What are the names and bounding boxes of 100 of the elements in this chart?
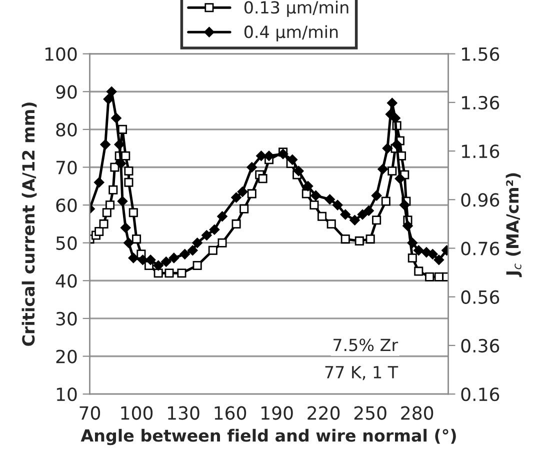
point [287, 154, 298, 165]
point [106, 200, 115, 210]
x-tick-label: 190 [262, 406, 293, 420]
y-tick-label: 30 [56, 312, 77, 326]
legend-label: 0.4 µm/min [244, 25, 338, 42]
y-tick-label: 50 [56, 236, 77, 250]
point [240, 204, 249, 214]
point [154, 268, 163, 278]
annotation: 77 K, 1 T [325, 366, 398, 380]
y-tick-label: 70 [56, 160, 77, 174]
point [425, 272, 434, 282]
point [408, 253, 417, 262]
point [246, 162, 257, 172]
point [108, 185, 118, 194]
point [124, 238, 134, 248]
y-tick-label: 20 [56, 350, 77, 364]
point [256, 150, 266, 162]
point [128, 208, 138, 218]
point [118, 124, 128, 134]
point [350, 215, 360, 226]
point [332, 200, 343, 210]
point [378, 164, 388, 174]
point [372, 216, 382, 225]
point [371, 190, 382, 201]
point [247, 189, 256, 198]
y-tick-label: 60 [56, 198, 77, 212]
point [153, 260, 164, 271]
point [177, 268, 186, 278]
point [278, 148, 288, 160]
point [357, 209, 368, 220]
point [218, 238, 227, 248]
x-axis-title: Angle between field and wire normal (°) [80, 428, 456, 446]
point [145, 254, 156, 265]
point [231, 192, 242, 203]
point [180, 249, 190, 260]
x-tick-label: 280 [401, 406, 434, 420]
y2-tick-label: 0.16 [461, 388, 500, 402]
point [102, 208, 112, 218]
point [326, 219, 336, 228]
y2-tick-label: 0.76 [461, 242, 500, 256]
point [310, 200, 319, 210]
y2-tick-label: 1.36 [462, 96, 500, 110]
point [99, 219, 108, 228]
x-tick-label: 100 [121, 406, 153, 420]
point [161, 256, 172, 267]
point [294, 166, 304, 176]
point [388, 166, 397, 176]
point [382, 143, 393, 154]
point [232, 219, 241, 228]
point [94, 226, 104, 236]
y2-tick-label: 0.36 [461, 338, 500, 353]
point [340, 234, 350, 244]
point [111, 112, 122, 124]
point [114, 139, 124, 150]
point [188, 245, 198, 256]
point [217, 211, 228, 222]
point [121, 151, 130, 160]
y-axis-title: Critical current (A/12 mm) [22, 102, 37, 346]
point [110, 162, 120, 172]
x-tick-label: 250 [354, 406, 386, 420]
point [317, 212, 327, 221]
point [310, 190, 321, 201]
point [264, 150, 274, 162]
point [407, 238, 418, 248]
y-tick-label: 80 [56, 122, 77, 137]
point [364, 206, 374, 216]
x-tick-label: 220 [308, 406, 340, 420]
x-tick-label: 130 [168, 406, 200, 420]
point [392, 139, 402, 150]
point [106, 86, 117, 97]
point [390, 112, 400, 124]
point [414, 266, 424, 276]
y2-axis-title: J$_{c}$ (MA/cm²) [506, 173, 522, 278]
point [340, 209, 350, 220]
point [132, 234, 142, 244]
point [94, 177, 104, 188]
point [209, 224, 220, 235]
point [394, 173, 406, 184]
point [202, 230, 212, 240]
point [402, 220, 413, 231]
point [400, 200, 410, 210]
y2-tick-label: 1.16 [462, 144, 500, 158]
point [237, 186, 248, 197]
point [381, 196, 390, 206]
y-tick-label: 100 [45, 47, 77, 61]
point [192, 238, 202, 248]
annotation: 7.5% Zr [334, 338, 398, 352]
point [414, 245, 424, 256]
point [124, 178, 134, 187]
point [428, 249, 438, 260]
point [302, 181, 314, 192]
point [366, 234, 375, 244]
y-tick-label: 90 [56, 85, 77, 99]
point [128, 252, 139, 264]
point [138, 254, 148, 265]
y2-tick-label: 0.56 [461, 290, 500, 304]
y-tick-label: 10 [56, 388, 77, 402]
x-tick-label: 160 [214, 406, 246, 420]
point [258, 174, 268, 184]
point [124, 166, 134, 176]
